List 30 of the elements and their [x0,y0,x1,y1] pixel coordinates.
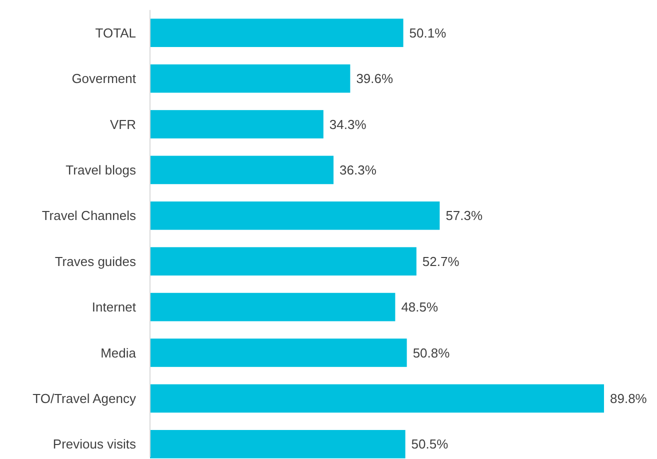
y-tick-label: TOTAL [95,25,136,40]
bar [150,430,406,458]
bar [150,18,404,48]
bar [150,338,407,367]
y-tick-label: Previous visits [52,436,136,452]
data-label: 57.3% [446,208,483,224]
y-tick-label: Goverment [72,71,136,86]
data-label: 50.8% [412,345,450,360]
data-label: 36.3% [340,162,377,178]
bar [150,292,396,322]
bar [150,247,416,276]
y-tick-label: Travel Channels [42,208,136,224]
bar [150,64,350,93]
data-label: 50.5% [411,436,449,452]
bar [150,156,334,184]
y-tick-label: Media [100,345,137,360]
data-label: 52.7% [422,254,460,269]
data-label: 50.1% [409,25,447,40]
y-tick-label: Internet [92,300,136,315]
data-label: 34.3% [329,116,367,132]
y-tick-label: Traves guides [54,254,136,269]
bar [150,384,604,413]
y-tick-label: VFR [110,116,136,132]
y-tick-label: Travel blogs [66,162,136,178]
bar [150,110,324,138]
y-tick-label: TO/Travel Agency [32,391,136,406]
bar [150,201,440,230]
data-label: 39.6% [356,71,394,86]
data-label: 89.8% [610,391,648,406]
data-label: 48.5% [401,300,438,315]
